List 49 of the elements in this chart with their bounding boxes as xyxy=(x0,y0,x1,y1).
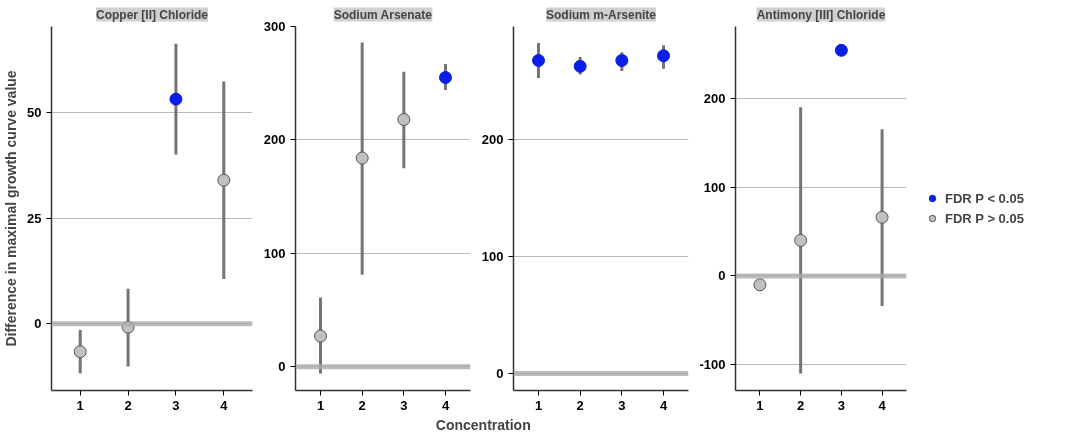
x-tick-label: 2 xyxy=(124,397,132,413)
point xyxy=(875,210,889,224)
x-tick-label: 3 xyxy=(618,397,626,413)
chart-title: Copper [II] Chloride xyxy=(96,7,209,22)
y-tick-label: 25 xyxy=(27,210,42,226)
y-tick-label: 0 xyxy=(278,359,286,375)
legend-label: FDR P < 0.05 xyxy=(945,190,1024,206)
point xyxy=(834,43,848,57)
x-tick-label: 1 xyxy=(316,397,325,413)
point xyxy=(753,278,767,292)
y-tick-label: 100 xyxy=(703,179,726,195)
x-axis-title: Concentration xyxy=(435,416,531,433)
point xyxy=(217,173,231,187)
y-tick-label: 0 xyxy=(496,365,504,381)
y-tick-label: 300 xyxy=(263,19,286,34)
x-tick-label: 2 xyxy=(797,397,805,413)
x-tick-label: 4 xyxy=(220,397,229,413)
point xyxy=(439,71,452,85)
x-tick-label: 4 xyxy=(659,397,668,413)
x-tick-label: 3 xyxy=(172,397,180,413)
y-tick-label: 100 xyxy=(263,245,286,261)
y-tick-label: 200 xyxy=(263,132,286,148)
legend-label: FDR P > 0.05 xyxy=(945,210,1024,226)
y-tick-label: 100 xyxy=(481,248,504,264)
point xyxy=(314,329,327,343)
x-tick-label: 2 xyxy=(576,397,584,413)
y-axis-title: Difference in maximal growth curve value xyxy=(3,70,20,347)
x-tick-label: 1 xyxy=(756,397,764,413)
y-tick-label: -100 xyxy=(699,357,726,373)
chart-title: Sodium Arsenate xyxy=(333,7,433,22)
x-tick-label: 4 xyxy=(441,397,450,413)
x-tick-label: 4 xyxy=(878,397,887,413)
point xyxy=(794,233,808,247)
y-tick-label: 0 xyxy=(718,268,726,284)
x-tick-label: 1 xyxy=(76,397,84,413)
y-tick-label: 50 xyxy=(27,105,42,121)
x-tick-label: 2 xyxy=(358,397,366,413)
point xyxy=(355,151,369,165)
chart-title: Sodium m-Arsenite xyxy=(545,7,657,22)
point xyxy=(73,345,87,359)
y-tick-label: 200 xyxy=(481,131,504,147)
point xyxy=(169,92,183,106)
y-tick-label: 200 xyxy=(703,90,726,106)
chart-title: Antimony [III] Chloride xyxy=(756,7,886,22)
point xyxy=(397,113,411,126)
x-tick-label: 1 xyxy=(534,397,543,413)
y-tick-label: 0 xyxy=(34,316,42,332)
x-tick-label: 3 xyxy=(837,397,845,413)
x-tick-label: 3 xyxy=(400,397,408,413)
